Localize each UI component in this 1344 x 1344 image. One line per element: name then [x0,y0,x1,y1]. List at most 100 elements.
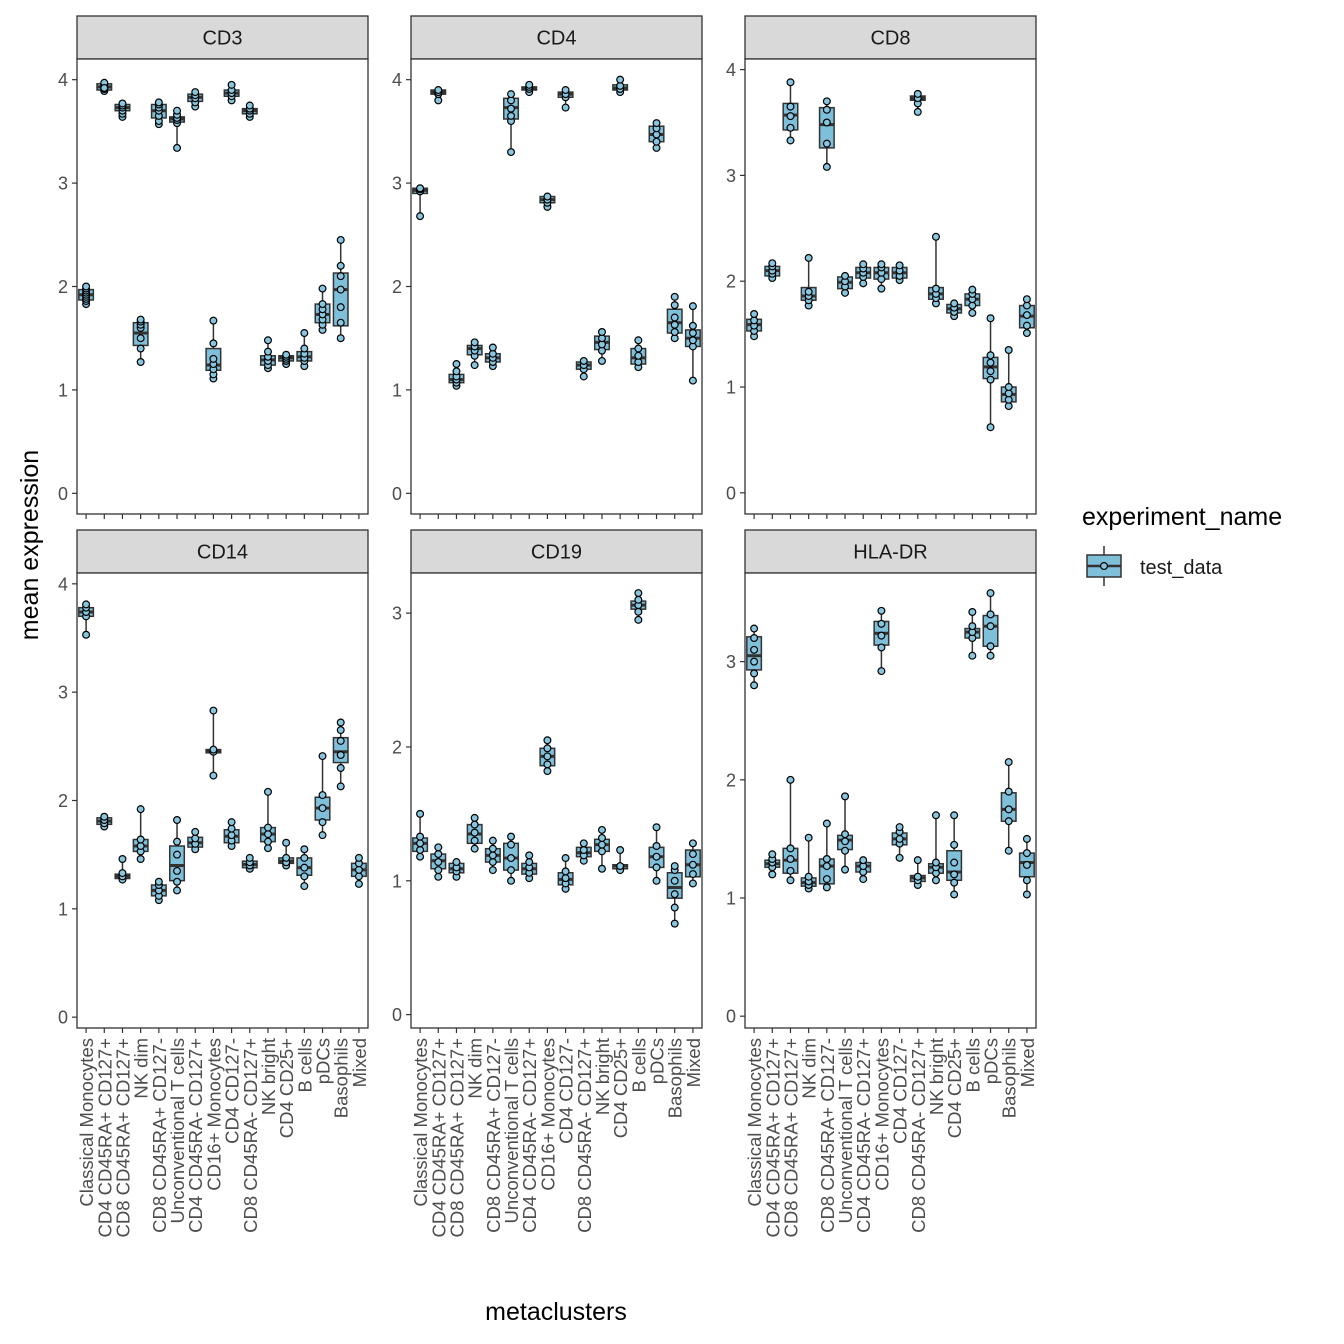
panel-cd14-box-mixed [350,853,367,888]
data-point [786,78,795,87]
panel-cd14-ytick-label-4: 4 [58,574,68,594]
panel-cd19-box-mixed [684,839,701,888]
data-point [877,619,886,628]
data-point [822,854,831,863]
data-point [597,833,606,842]
data-point [841,792,850,801]
data-point [416,809,425,818]
panel-cd4-ytick-label-2: 2 [392,277,402,297]
data-point [950,858,959,867]
data-point [652,863,661,872]
data-point [173,850,182,859]
data-point [688,879,697,888]
data-point [263,830,272,839]
panel-cd8-ytick-label-0: 0 [726,483,736,503]
data-point [1004,345,1013,354]
data-point [786,136,795,145]
x-axis-title: metaclusters [485,1298,627,1326]
panel-cd3-box-nk-bright [259,336,276,373]
panel-cd3-box-b-cells [296,329,313,371]
data-point [434,843,443,852]
panel-cd14-box-b-cells [296,845,313,891]
data-point [245,101,254,110]
data-point [950,870,959,879]
data-point [750,624,759,633]
data-point [336,334,345,343]
data-point [841,271,850,280]
data-point [336,235,345,244]
panel-hla-dr-xtick-label-cd8-cd45ra-cd127: CD8 CD45RA+ CD127- [817,1038,838,1233]
data-point [579,356,588,365]
data-point [100,83,109,92]
data-point [968,308,977,317]
panel-cd4-strip [410,15,703,60]
panel-cd3-box-nk-dim [132,315,149,366]
data-point [561,874,570,883]
data-point [913,107,922,116]
data-point [470,338,479,347]
panel-cd3-box-pdcs [314,284,331,334]
panel-cd3-box-classical-monocytes [78,282,95,309]
data-point [416,212,425,221]
data-point [470,361,479,370]
panel-cd19-xtick-label-cd4-cd25: CD4 CD25+ [610,1038,631,1138]
panel-cd3-box-cd8-cd45ra-cd127 [150,98,167,129]
panel-hla-dr-xtick-label-nk-bright: NK bright [926,1038,947,1115]
data-point [1004,383,1013,392]
data-point [750,657,759,666]
data-point [82,630,91,639]
data-point [1022,860,1031,869]
panel-cd8-box-cd4-cd45ra-cd127 [855,260,872,288]
data-point [786,123,795,132]
data-point [652,852,661,861]
panel-cd14-xtick-label-pdcs: pDCs [313,1038,334,1084]
data-point [670,919,679,928]
panel-cd3-box-cd4-cd45ra-cd127 [96,78,113,96]
panel-cd14-xtick-label-cd16-monocytes: CD16+ Monocytes [203,1038,224,1191]
data-point [652,137,661,146]
data-point [652,841,661,850]
panel-cd19-xtick-label-cd16-monocytes: CD16+ Monocytes [537,1038,558,1191]
panel-cd4-box-cd4-cd45ra-cd127 [430,86,447,105]
panel-hla-dr-box-nk-bright [927,811,944,885]
data-point [822,875,831,884]
panel-cd4-box-cd8-cd45ra-cd127 [448,360,465,390]
data-point [670,292,679,301]
panel-cd19-xtick-label-nk-bright: NK bright [592,1038,613,1115]
panel-cd14-box-cd4-cd127 [223,818,240,850]
panel-cd14-xtick-label-nk-bright: NK bright [258,1038,279,1115]
data-point [136,344,145,353]
data-point [100,812,109,821]
panel-cd8-box-nk-bright [927,232,944,308]
data-point [336,272,345,281]
data-point [227,818,236,827]
data-point [1022,321,1031,330]
data-point [859,875,868,884]
panel-cd4-ytick-label-4: 4 [392,70,402,90]
data-point [488,858,497,867]
panel-cd8-ytick-label-1: 1 [726,378,736,398]
data-point [318,752,327,761]
data-point [986,375,995,384]
data-point [507,148,516,157]
data-point [670,876,679,885]
data-point [354,853,363,862]
data-point [300,863,309,872]
data-point [1022,311,1031,320]
data-point [543,192,552,201]
panel-cd14-xtick-label-unconventional-t-cells: Unconventional T cells [167,1038,188,1223]
data-point [173,143,182,152]
data-point [434,866,443,875]
panel-cd8-box-cd16-monocytes [873,260,890,293]
data-point [634,607,643,616]
data-point [950,890,959,899]
panel-cd3-box-cd4-cd127 [223,80,240,105]
data-point [227,824,236,833]
panel-cd19-xtick-label-mixed: Mixed [683,1038,704,1087]
data-point [750,310,759,319]
data-point [507,866,516,875]
panel-cd4-strip-label: CD4 [536,28,576,50]
data-point [318,284,327,293]
panel-cd4-box-classical-monocytes [412,184,429,221]
